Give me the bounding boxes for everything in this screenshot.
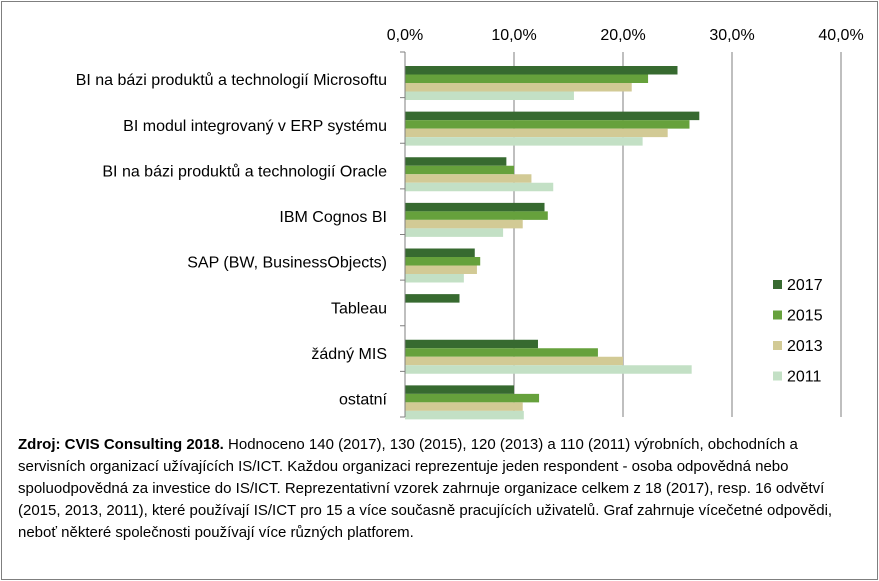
category-label: Tableau <box>331 300 387 317</box>
legend-swatch-2011 <box>773 371 782 381</box>
legend-label-2011: 2011 <box>787 369 822 386</box>
x-tick-label: 30,0% <box>709 27 754 44</box>
bar-2015 <box>405 74 649 83</box>
bar-2011 <box>405 182 554 192</box>
bar-chart: 0,0% 10,0% 20,0% 30,0% 40,0% BI na bázi produ… <box>76 27 864 420</box>
category-label: BI modul integrovaný v ERP systému <box>123 118 387 135</box>
x-tick-label: 40,0% <box>818 27 863 44</box>
source-note: Zdroj: CVIS Consulting 2018. Hodnoceno 1… <box>18 434 868 544</box>
bar-2011 <box>405 274 464 283</box>
legend-swatch-2017 <box>773 280 782 289</box>
bar-2015 <box>405 393 540 403</box>
legend-swatch-2015 <box>773 310 782 320</box>
bar-2013 <box>405 83 632 92</box>
bar-2017 <box>405 111 700 121</box>
bar-2015 <box>405 211 548 220</box>
bar-2011 <box>405 410 524 420</box>
legend-swatch-2013 <box>773 341 782 350</box>
source-bold-prefix: Zdroj: CVIS Consulting 2018. <box>18 436 224 453</box>
bar-2017 <box>405 294 460 303</box>
bar-2013 <box>405 356 623 366</box>
category-label: ostatní <box>339 392 388 409</box>
legend-label-2015: 2015 <box>787 308 823 325</box>
legend-label-2013: 2013 <box>787 338 823 355</box>
bar-2017 <box>405 202 545 212</box>
category-label: žádný MIS <box>311 346 387 363</box>
bar-2017 <box>405 66 678 75</box>
bar-2017 <box>405 339 538 349</box>
bar-2015 <box>405 165 514 175</box>
bar-2015 <box>405 257 481 266</box>
bar-2013 <box>405 402 523 411</box>
bar-2015 <box>405 120 690 129</box>
bar-2017 <box>405 248 475 257</box>
bar-2015 <box>405 348 598 357</box>
bar-2017 <box>405 385 514 394</box>
bar-2011 <box>405 137 643 146</box>
bar-2017 <box>405 157 507 166</box>
x-tick-label: 0,0% <box>387 27 423 44</box>
source-text: Hodnoceno 140 (2017), 130 (2015), 120 (2… <box>18 436 833 541</box>
category-label: BI na bázi produktů a technologií Oracle <box>102 162 387 180</box>
bar-2011 <box>405 228 504 237</box>
legend-label-2017: 2017 <box>787 277 823 294</box>
bar-2013 <box>405 219 523 229</box>
category-label: SAP (BW, BusinessObjects) <box>187 255 387 272</box>
category-label: BI na bázi produktů a technologií Micros… <box>76 71 387 89</box>
bar-2013 <box>405 265 477 274</box>
x-tick-label: 20,0% <box>600 27 645 44</box>
bar-2011 <box>405 365 692 374</box>
x-tick-label: 10,0% <box>491 27 536 44</box>
bar-2013 <box>405 128 668 138</box>
bar-2011 <box>405 91 574 100</box>
bar-2013 <box>405 174 532 183</box>
category-label: IBM Cognos BI <box>279 209 387 226</box>
